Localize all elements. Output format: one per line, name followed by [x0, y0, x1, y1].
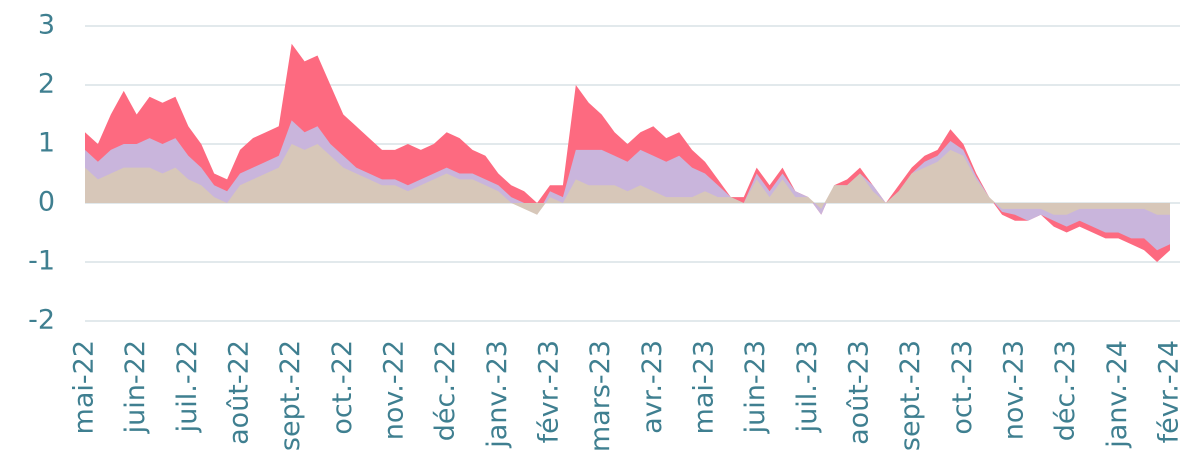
x-tick-label: sept.-23 — [895, 340, 926, 451]
x-tick-label: juil.-22 — [172, 340, 203, 433]
y-tick-label: -2 — [28, 305, 55, 336]
x-tick-label: juil.-23 — [792, 340, 823, 433]
area — [85, 120, 1170, 251]
x-tick-label: mai-22 — [69, 340, 100, 434]
x-tick-label: oct.-23 — [947, 340, 978, 435]
x-tick-label: déc.-23 — [1050, 340, 1081, 441]
x-tick-label: janv.-24 — [1102, 340, 1133, 449]
x-tick-label: mai-23 — [689, 340, 720, 434]
y-tick-label: 2 — [38, 69, 55, 100]
area — [85, 43, 1170, 263]
x-tick-label: janv.-23 — [482, 340, 513, 449]
x-tick-label: déc.-22 — [430, 340, 461, 441]
y-tick-label: -1 — [28, 246, 55, 277]
area — [85, 144, 1170, 215]
x-tick-label: févr.-24 — [1154, 340, 1181, 443]
x-tick-label: avr.-23 — [637, 340, 668, 434]
x-tick-label: nov.-22 — [379, 340, 410, 440]
x-tick-label: août-22 — [224, 340, 255, 445]
x-tick-label: juin-22 — [120, 340, 151, 434]
x-tick-label: nov.-23 — [999, 340, 1030, 440]
y-tick-label: 0 — [38, 187, 55, 218]
x-tick-label: mars-23 — [585, 340, 616, 452]
y-tick-label: 3 — [38, 10, 55, 41]
x-tick-label: oct.-22 — [327, 340, 358, 435]
y-tick-label: 1 — [38, 128, 55, 159]
x-tick-label: juin-23 — [740, 340, 771, 434]
x-tick-label: août-23 — [844, 340, 875, 445]
x-tick-label: sept.-22 — [275, 340, 306, 451]
x-tick-label: févr.-23 — [534, 340, 565, 443]
